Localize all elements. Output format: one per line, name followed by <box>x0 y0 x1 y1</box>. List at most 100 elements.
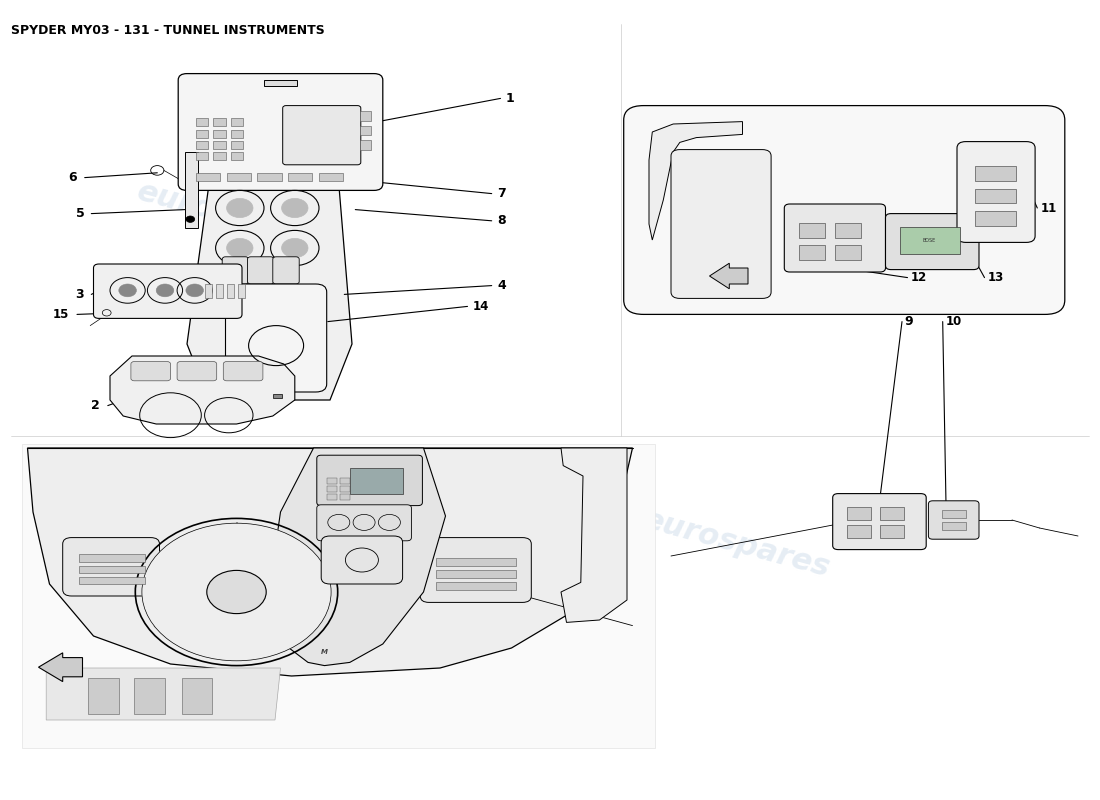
Bar <box>227 284 234 298</box>
Circle shape <box>186 216 195 222</box>
Circle shape <box>282 198 308 218</box>
Bar <box>213 152 226 160</box>
Text: 8: 8 <box>497 214 506 227</box>
Circle shape <box>227 198 253 218</box>
Circle shape <box>119 284 136 297</box>
Bar <box>196 118 208 126</box>
Text: 3: 3 <box>75 288 84 301</box>
FancyBboxPatch shape <box>928 501 979 539</box>
FancyBboxPatch shape <box>223 362 263 381</box>
Text: eurospares: eurospares <box>134 177 328 255</box>
Bar <box>340 486 350 492</box>
FancyBboxPatch shape <box>222 257 249 284</box>
Bar <box>213 141 226 149</box>
FancyBboxPatch shape <box>624 106 1065 314</box>
Polygon shape <box>46 668 280 720</box>
Text: 11: 11 <box>1041 202 1057 214</box>
Polygon shape <box>710 263 748 289</box>
Circle shape <box>156 284 174 297</box>
Text: 15: 15 <box>53 308 69 321</box>
FancyBboxPatch shape <box>317 455 422 506</box>
Text: eurospares: eurospares <box>211 505 405 583</box>
Bar <box>182 678 212 714</box>
Polygon shape <box>561 448 627 622</box>
Text: 6: 6 <box>68 171 77 184</box>
FancyBboxPatch shape <box>317 505 411 541</box>
Bar <box>360 140 371 150</box>
Text: 14: 14 <box>473 300 490 313</box>
Text: 9: 9 <box>904 315 913 328</box>
Bar <box>196 141 208 149</box>
Bar <box>942 510 966 518</box>
Bar <box>79 566 145 573</box>
Bar <box>185 152 198 228</box>
Bar <box>880 525 904 538</box>
Bar <box>835 245 861 260</box>
Bar <box>227 173 251 181</box>
Circle shape <box>207 570 266 614</box>
Bar <box>360 126 371 135</box>
Text: 4: 4 <box>497 279 506 292</box>
Text: 7: 7 <box>497 187 506 200</box>
Text: M: M <box>321 649 328 655</box>
Bar <box>288 173 312 181</box>
Bar <box>216 284 223 298</box>
Polygon shape <box>187 144 352 400</box>
Polygon shape <box>28 448 632 676</box>
Text: 12: 12 <box>911 271 927 284</box>
Bar <box>196 152 208 160</box>
FancyBboxPatch shape <box>226 284 327 392</box>
Bar <box>327 486 337 492</box>
Circle shape <box>142 523 331 661</box>
Bar <box>340 478 350 484</box>
Bar <box>196 173 220 181</box>
Text: 5: 5 <box>76 207 85 220</box>
Bar <box>231 130 243 138</box>
Polygon shape <box>39 653 82 682</box>
Polygon shape <box>649 122 743 240</box>
Bar <box>880 507 904 520</box>
FancyBboxPatch shape <box>178 74 383 190</box>
Bar <box>238 284 245 298</box>
Text: 1: 1 <box>506 92 515 105</box>
Bar <box>799 223 825 238</box>
Bar <box>350 468 403 494</box>
Bar <box>327 478 337 484</box>
FancyBboxPatch shape <box>131 362 170 381</box>
FancyBboxPatch shape <box>63 538 160 596</box>
Bar <box>231 118 243 126</box>
Bar <box>975 189 1016 203</box>
Circle shape <box>242 536 286 568</box>
Bar <box>213 118 226 126</box>
Bar <box>847 507 871 520</box>
Bar <box>273 394 282 398</box>
Text: SPYDER MY03 - 131 - TUNNEL INSTRUMENTS: SPYDER MY03 - 131 - TUNNEL INSTRUMENTS <box>11 24 324 37</box>
Circle shape <box>282 238 308 258</box>
Bar <box>257 173 282 181</box>
FancyBboxPatch shape <box>283 106 361 165</box>
Bar <box>196 130 208 138</box>
FancyBboxPatch shape <box>957 142 1035 242</box>
Text: 10: 10 <box>946 315 962 328</box>
Bar <box>340 494 350 500</box>
Text: 13: 13 <box>988 271 1004 284</box>
Bar <box>264 80 297 86</box>
Bar <box>436 570 516 578</box>
FancyBboxPatch shape <box>321 536 403 584</box>
FancyBboxPatch shape <box>420 538 531 602</box>
Circle shape <box>186 284 204 297</box>
FancyBboxPatch shape <box>671 150 771 298</box>
FancyBboxPatch shape <box>886 214 979 270</box>
Bar <box>79 554 145 562</box>
Bar <box>900 227 960 254</box>
Bar <box>231 141 243 149</box>
Bar <box>205 284 212 298</box>
Bar <box>327 494 337 500</box>
Bar <box>975 166 1016 181</box>
Text: eurospares: eurospares <box>695 177 889 255</box>
Polygon shape <box>110 356 295 424</box>
Bar <box>360 111 371 121</box>
Bar <box>436 582 516 590</box>
FancyBboxPatch shape <box>177 362 217 381</box>
Bar <box>942 522 966 530</box>
